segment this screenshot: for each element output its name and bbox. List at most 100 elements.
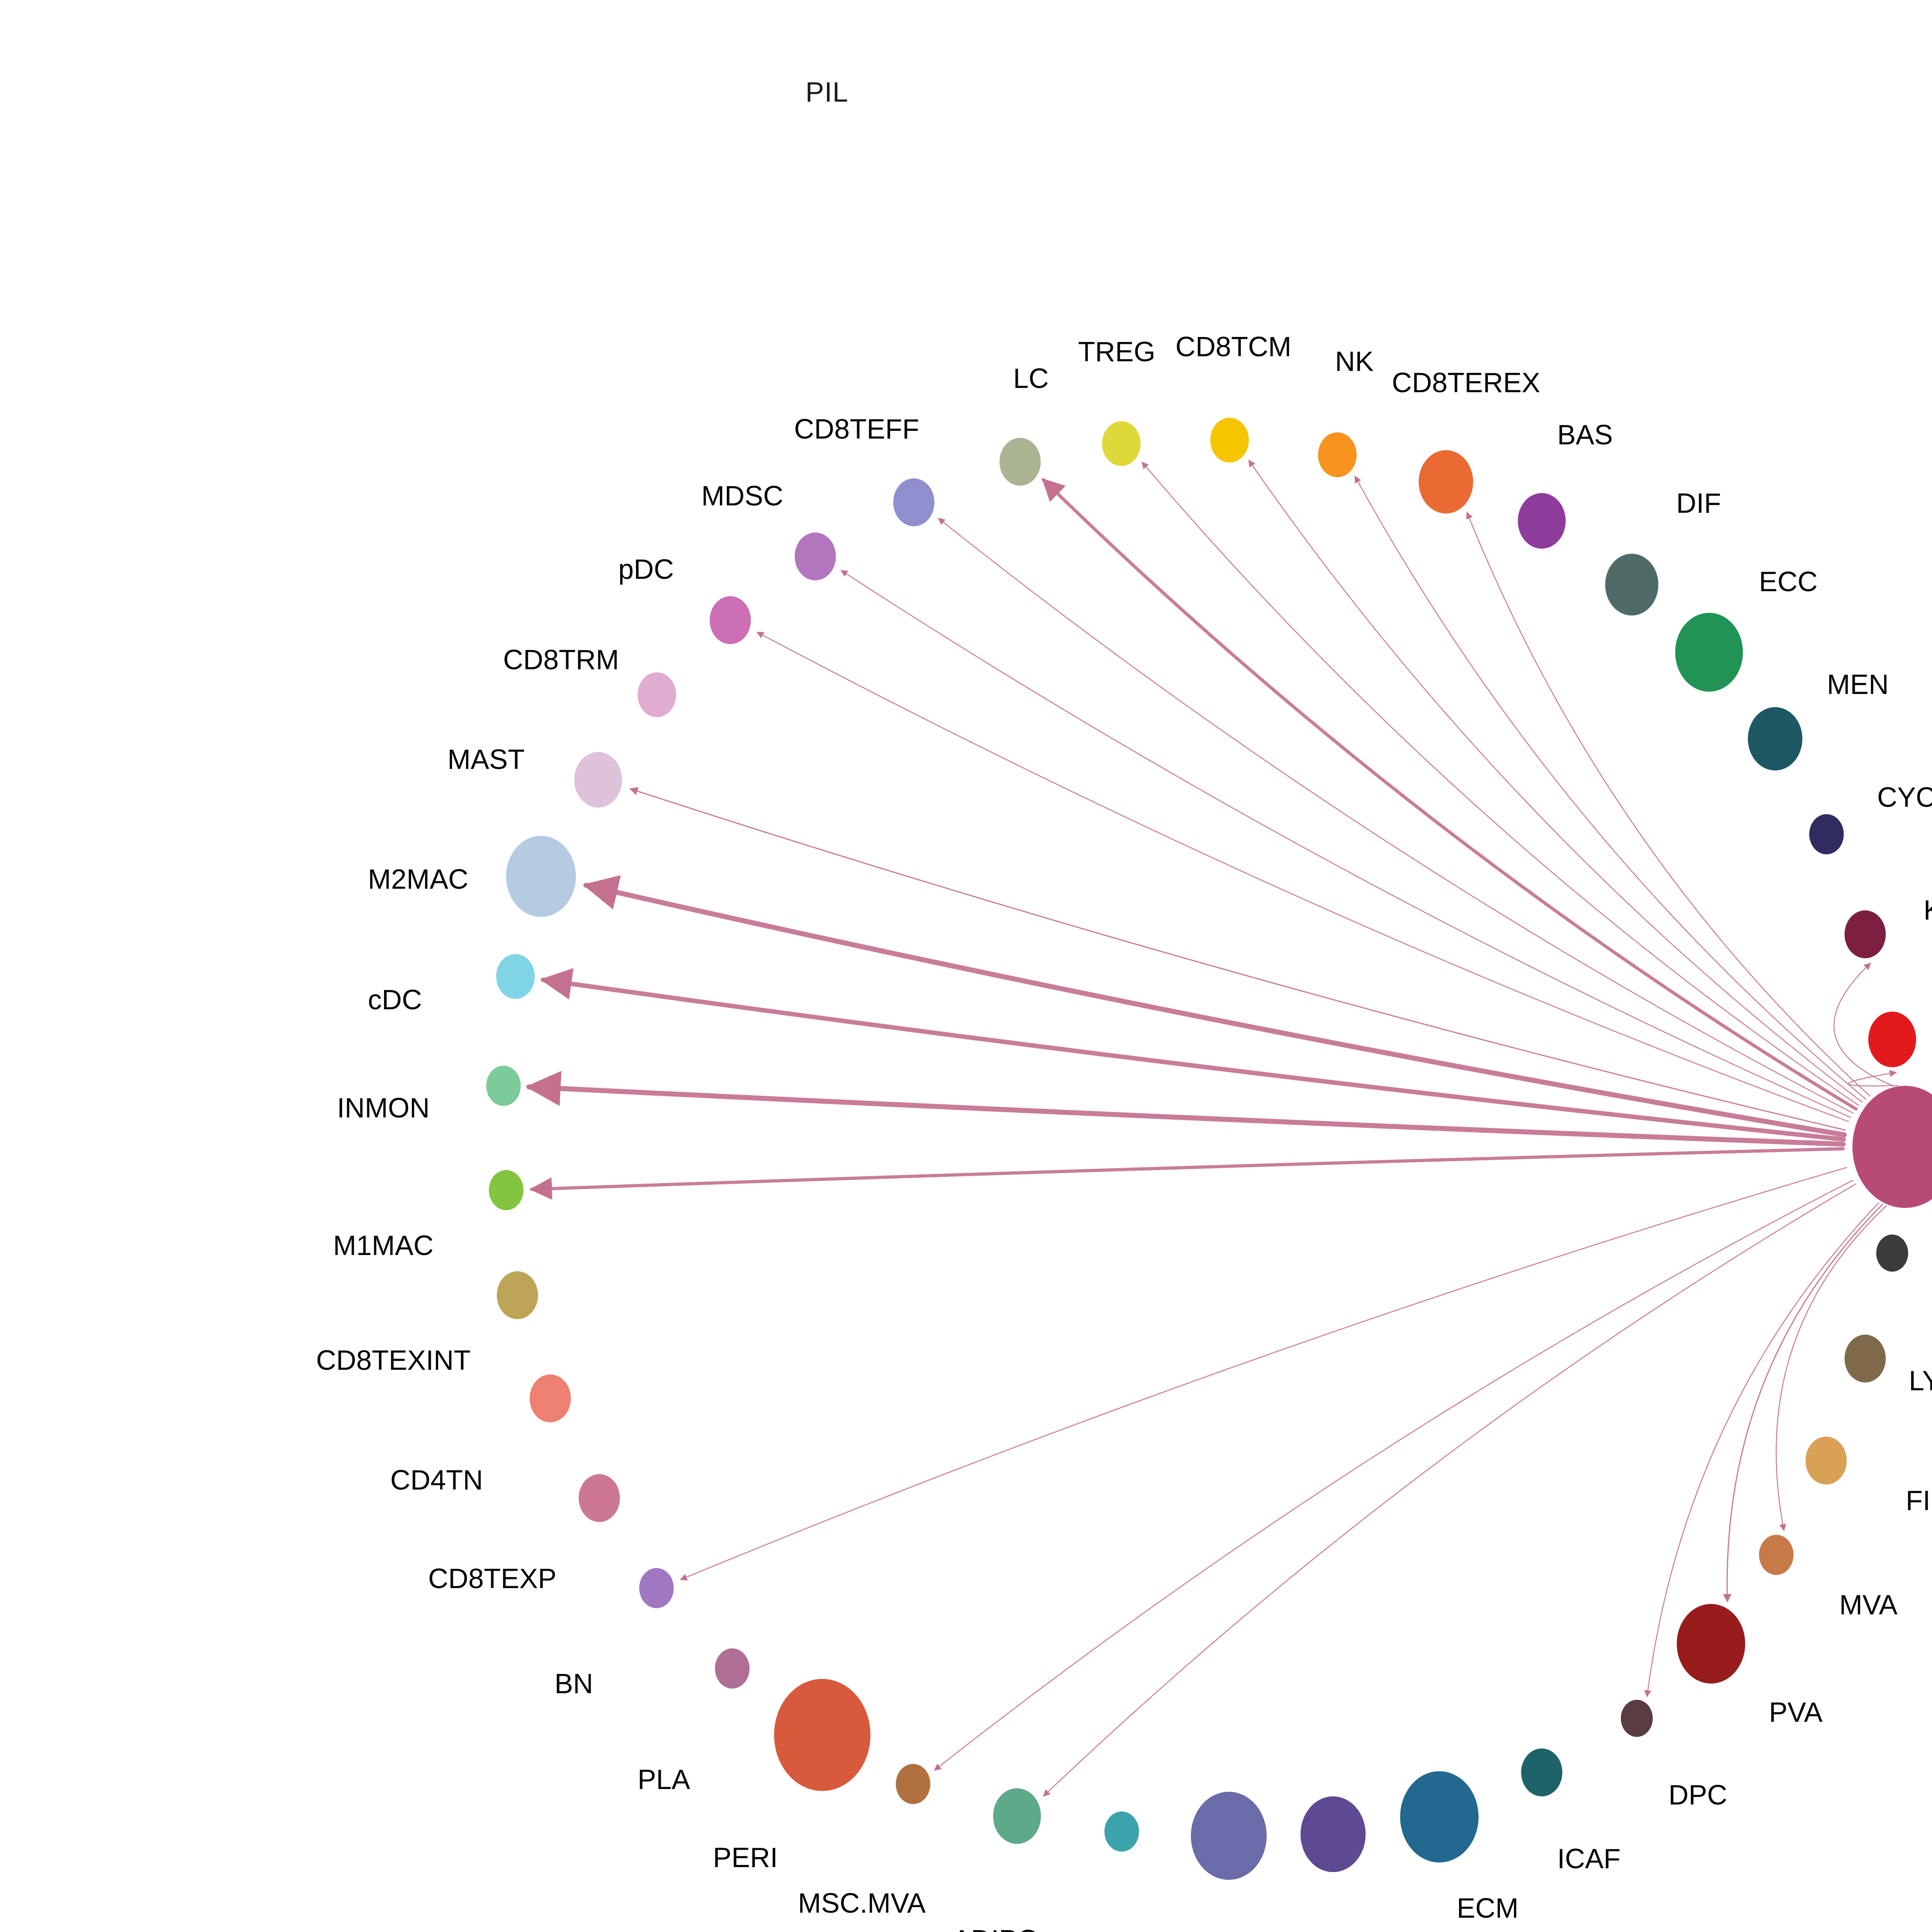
node-msc-mva[interactable] <box>896 1764 930 1804</box>
node-label-dif: DIF <box>1676 488 1721 519</box>
node-label-msc-mva: MSC.MVA <box>798 1888 926 1919</box>
edge-pil-to-m1mac <box>529 1147 1845 1200</box>
edge-pil-to-mdsc <box>840 570 1851 1118</box>
edge-pil-to-dpc <box>1644 1202 1879 1697</box>
node-label-cd8tcm: CD8TCM <box>1175 332 1291 362</box>
edge-pil-to-stm <box>1848 1070 1898 1087</box>
edge-pil-to-msc-mva <box>934 1180 1854 1771</box>
node-cd8tcm[interactable] <box>1210 418 1249 463</box>
edge-pil-to-m2mac <box>582 875 1847 1138</box>
node-bas[interactable] <box>1518 493 1566 549</box>
node-fib[interactable] <box>1805 1437 1847 1485</box>
edge-pil-to-bn <box>680 1167 1847 1581</box>
node-cd8texp[interactable] <box>578 1474 620 1522</box>
node-bn[interactable] <box>639 1568 674 1608</box>
node-mva[interactable] <box>1759 1535 1794 1575</box>
node-lymend[interactable] <box>1844 1335 1886 1383</box>
node-label-men: MEN <box>1827 669 1889 700</box>
node-label-cd8teff: CD8TEFF <box>794 414 919 445</box>
node-label-treg: TREG <box>1078 337 1156 367</box>
node-msc-pva[interactable] <box>1876 1235 1908 1272</box>
node-dpc[interactable] <box>1621 1700 1653 1737</box>
node-icaf[interactable] <box>1521 1748 1563 1796</box>
node-label-dpc: DPC <box>1668 1780 1728 1811</box>
node-pla[interactable] <box>715 1648 750 1689</box>
node-inmon[interactable] <box>486 1066 521 1106</box>
edge-pil-to-ker <box>1833 963 1894 1087</box>
node-mdsc[interactable] <box>794 532 836 580</box>
node-label-cyc: CYC <box>1877 782 1932 813</box>
node-label-cd8texp: CD8TEXP <box>428 1563 557 1594</box>
node-label-bas: BAS <box>1557 420 1613 451</box>
node-cd8trm[interactable] <box>638 672 676 717</box>
node-label-mast: MAST <box>447 744 525 775</box>
node-pil[interactable] <box>1852 1086 1932 1208</box>
node-myofib[interactable] <box>1190 1792 1267 1880</box>
node-label-mva: MVA <box>1839 1590 1898 1621</box>
node-cd8texint[interactable] <box>497 1271 538 1319</box>
node-m2mac[interactable] <box>506 836 576 917</box>
node-label-ecc: ECC <box>1759 566 1818 597</box>
node-label-fib: FIB <box>1906 1485 1932 1516</box>
node-label-nk: NK <box>1335 346 1374 377</box>
edge-pil-to-cdc <box>540 968 1846 1142</box>
edge-pil-to-cd8tcm <box>1248 459 1863 1103</box>
node-label-peri: PERI <box>713 1842 778 1873</box>
node-label-ecm: ECM <box>1457 1893 1519 1924</box>
edge-pil-to-mast <box>629 787 1846 1131</box>
edge-pil-to-mva <box>1776 1205 1887 1531</box>
node-label-m2mac: M2MAC <box>368 864 469 895</box>
edges-layer <box>525 459 1898 1797</box>
edge-pil-to-nk <box>1354 476 1866 1100</box>
node-label-bn: BN <box>554 1668 594 1699</box>
edge-pil-to-lc <box>1041 478 1858 1111</box>
node-stm[interactable] <box>1868 1012 1916 1067</box>
node-m1mac[interactable] <box>489 1170 524 1210</box>
node-cd8teff[interactable] <box>893 478 935 526</box>
node-label-inmon: INMON <box>337 1093 430 1124</box>
node-pdc[interactable] <box>709 596 751 644</box>
node-label-cd8trm: CD8TRM <box>503 645 619 675</box>
node-label-cd4tn: CD4TN <box>390 1465 483 1496</box>
node-men[interactable] <box>1748 707 1803 770</box>
node-nk[interactable] <box>1318 432 1357 477</box>
node-label-adipo: ADIPO <box>952 1926 1039 1932</box>
node-label-cd8terex: CD8TEREX <box>1392 367 1541 398</box>
node-ecc[interactable] <box>1675 613 1743 692</box>
edge-pil-to-pva <box>1723 1204 1883 1603</box>
node-cdc[interactable] <box>496 954 535 999</box>
node-label-mdsc: MDSC <box>701 481 783 512</box>
node-smc[interactable] <box>1104 1811 1139 1852</box>
node-ker[interactable] <box>1844 910 1886 958</box>
node-label-icaf: ICAF <box>1557 1844 1621 1874</box>
node-label-cd8texint: CD8TEXINT <box>316 1345 471 1376</box>
node-label-pla: PLA <box>638 1764 690 1795</box>
node-peri[interactable] <box>774 1679 871 1791</box>
node-treg[interactable] <box>1102 421 1141 466</box>
node-label-cdc: cDC <box>368 985 422 1015</box>
node-cyc[interactable] <box>1809 814 1844 854</box>
node-dif[interactable] <box>1605 554 1658 616</box>
node-label-lymend: LYMEND <box>1909 1366 1932 1396</box>
node-label-m1mac: M1MAC <box>333 1230 434 1261</box>
edge-pil-to-treg <box>1141 461 1860 1106</box>
edge-pil-to-inmon <box>525 1071 1846 1147</box>
node-label-ker: KER <box>1923 896 1932 924</box>
edge-pil-to-cd8teff <box>938 518 1854 1114</box>
node-incaf[interactable] <box>1300 1796 1366 1872</box>
nodes-layer <box>486 418 1932 1880</box>
node-lc[interactable] <box>999 438 1041 486</box>
node-label-pva: PVA <box>1769 1697 1823 1728</box>
node-label-lc: LC <box>1013 363 1049 394</box>
edge-pil-to-pdc <box>756 631 1849 1122</box>
node-adipo[interactable] <box>993 1788 1041 1844</box>
node-mast[interactable] <box>574 752 622 808</box>
edge-pil-to-cd8terex <box>1466 512 1871 1097</box>
node-pva[interactable] <box>1677 1604 1745 1684</box>
node-cd8terex[interactable] <box>1418 450 1473 514</box>
node-cd4tn[interactable] <box>529 1374 571 1422</box>
page-title: PIL <box>805 77 849 108</box>
node-ecm[interactable] <box>1400 1771 1479 1862</box>
